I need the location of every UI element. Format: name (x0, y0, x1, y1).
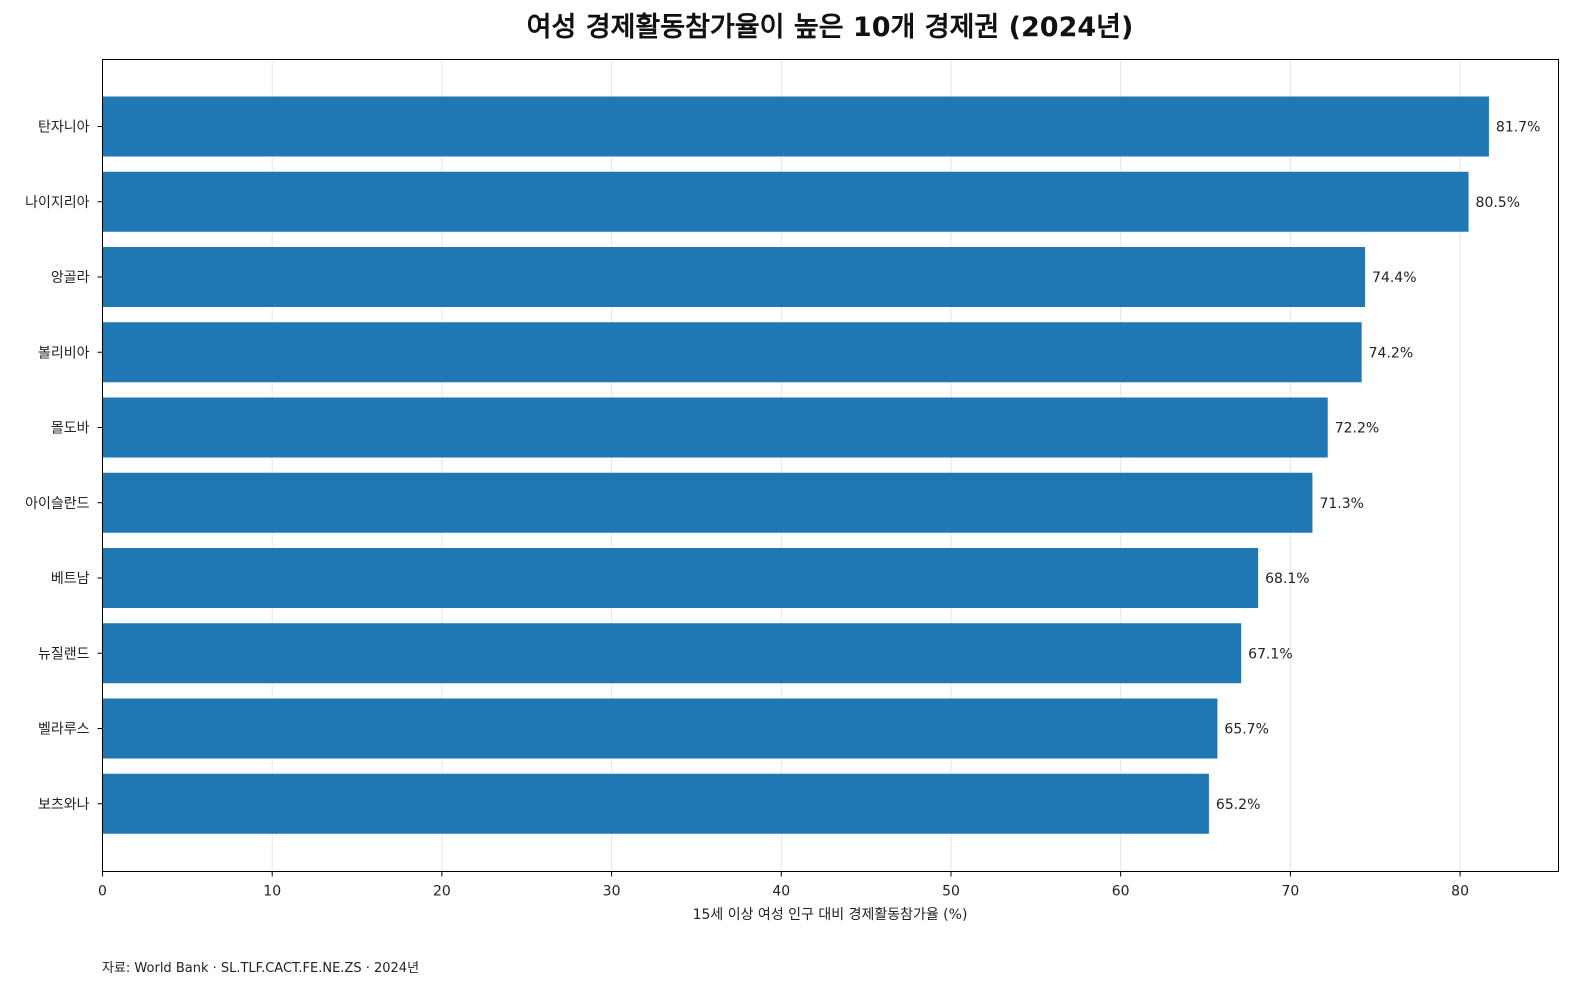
bar-value-label: 67.1% (1248, 646, 1292, 662)
bar-value-label: 68.1% (1265, 571, 1309, 587)
bar (102, 322, 1362, 383)
category-label: 볼리비아 (38, 345, 90, 361)
x-tick-label: 60 (1112, 884, 1130, 900)
category-label: 뉴질랜드 (38, 646, 90, 662)
bars: 81.7% 80.5% 74.4% 74.2% 72.2% 71.3% 68.1% 67.1%… (102, 96, 1540, 834)
x-tick-label: 20 (433, 884, 451, 900)
category-label: 탄자니아 (38, 120, 90, 136)
category-label: 아이슬란드 (25, 496, 90, 512)
x-tick-label: 10 (263, 884, 281, 900)
bar (102, 773, 1209, 834)
bar (102, 96, 1489, 157)
plot-frame (102, 59, 1559, 872)
x-tick-label: 80 (1451, 884, 1469, 900)
bar-value-label: 74.4% (1372, 270, 1416, 286)
x-tick-label: 30 (603, 884, 621, 900)
bar (102, 698, 1218, 759)
category-label: 베트남 (51, 571, 90, 587)
category-label: 몰도바 (51, 421, 90, 437)
x-tick-label: 0 (98, 884, 107, 900)
bar (102, 171, 1469, 232)
x-tick-label: 40 (772, 884, 790, 900)
bar-value-label: 81.7% (1496, 120, 1540, 136)
bar-value-label: 65.7% (1224, 722, 1268, 738)
bar-value-label: 74.2% (1369, 345, 1413, 361)
bar-value-label: 71.3% (1319, 496, 1363, 512)
category-label: 보츠와나 (38, 797, 90, 813)
source-note: 자료: World Bank · SL.TLF.CACT.FE.NE.ZS · … (102, 961, 419, 976)
x-tick-label: 70 (1281, 884, 1299, 900)
bar (102, 548, 1259, 608)
bar-value-label: 80.5% (1476, 195, 1520, 211)
bar (102, 247, 1366, 307)
x-tick-label: 50 (942, 884, 960, 900)
x-axis-ticks: 0 10 20 30 40 50 60 70 80 (98, 871, 1469, 900)
chart-title: 여성 경제활동참가율이 높은 10개 경제권 (2024년) (527, 12, 1134, 43)
x-axis-title: 15세 이상 여성 인구 대비 경제활동참가율 (%) (693, 907, 968, 923)
category-label: 벨라루스 (38, 722, 90, 738)
bar (102, 623, 1242, 684)
bar (102, 472, 1313, 533)
category-label: 나이지리아 (25, 195, 90, 211)
bar-value-label: 72.2% (1335, 421, 1379, 437)
bar-value-label: 65.2% (1216, 797, 1260, 813)
category-label: 앙골라 (51, 270, 90, 286)
bar (102, 397, 1328, 458)
